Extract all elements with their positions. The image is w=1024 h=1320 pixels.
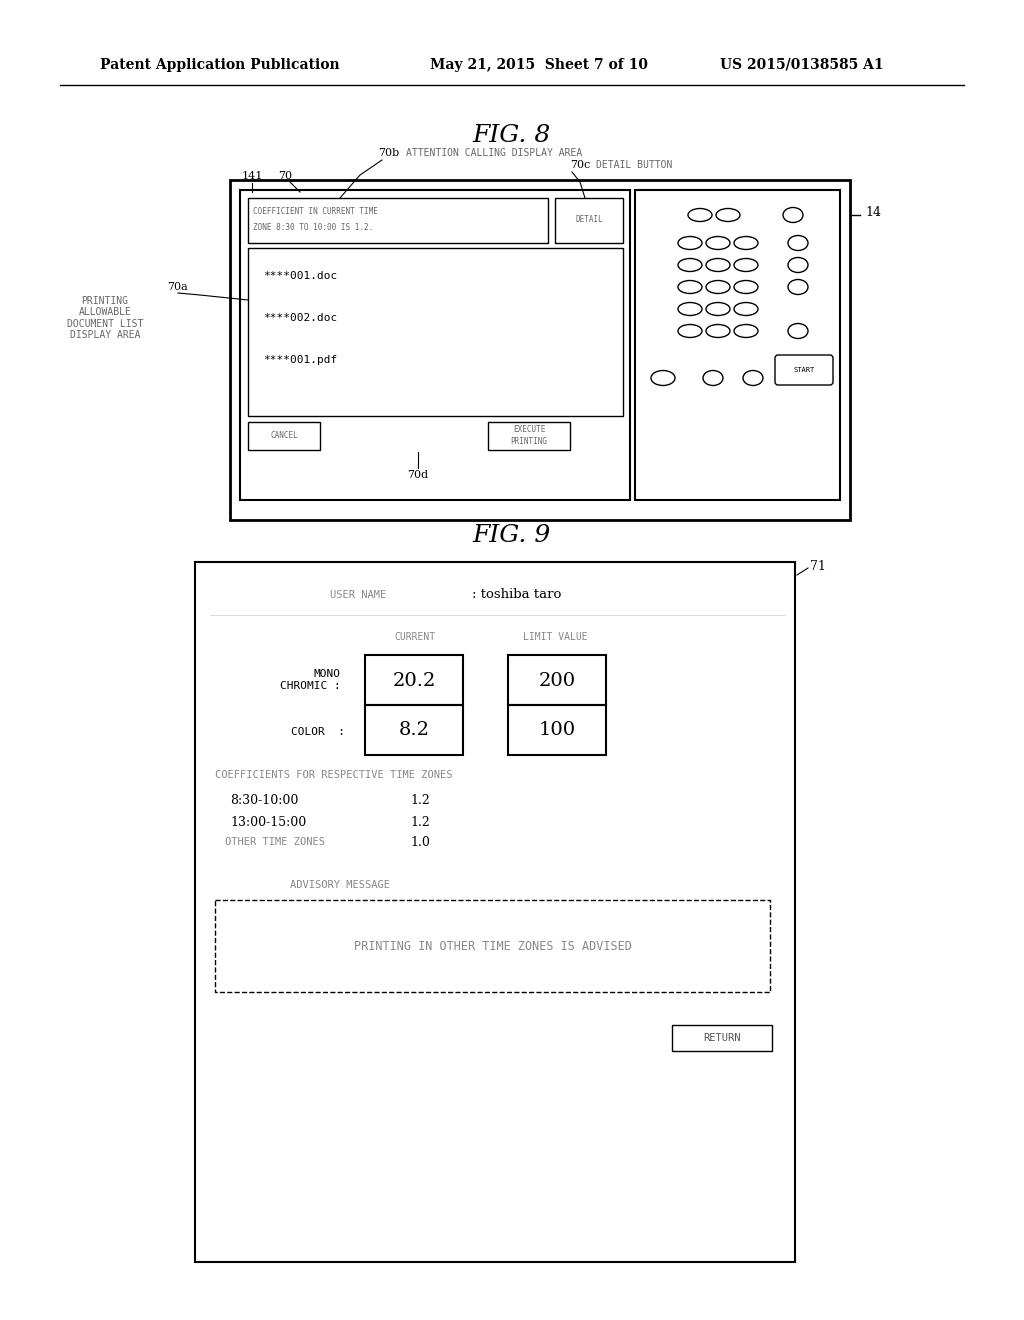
Text: 141: 141 xyxy=(242,172,263,181)
Text: PRINTING IN OTHER TIME ZONES IS ADVISED: PRINTING IN OTHER TIME ZONES IS ADVISED xyxy=(353,940,632,953)
Text: 70d: 70d xyxy=(408,470,429,480)
Text: ****002.doc: ****002.doc xyxy=(263,313,337,323)
Bar xyxy=(215,900,770,993)
Text: 70a: 70a xyxy=(168,282,188,292)
Bar xyxy=(508,655,606,705)
Bar xyxy=(365,655,463,705)
Text: ****001.doc: ****001.doc xyxy=(263,271,337,281)
Text: ZONE 8:30 TO 10:00 IS 1.2.: ZONE 8:30 TO 10:00 IS 1.2. xyxy=(253,223,374,232)
Text: FIG. 8: FIG. 8 xyxy=(473,124,551,147)
Text: USER NAME: USER NAME xyxy=(330,590,386,601)
Text: 70: 70 xyxy=(278,172,292,181)
Text: DETAIL BUTTON: DETAIL BUTTON xyxy=(596,160,673,170)
Bar xyxy=(240,190,630,500)
Text: PRINTING
ALLOWABLE
DOCUMENT LIST
DISPLAY AREA: PRINTING ALLOWABLE DOCUMENT LIST DISPLAY… xyxy=(67,296,143,341)
Bar xyxy=(195,562,795,1262)
Text: 1.2: 1.2 xyxy=(410,816,430,829)
Bar xyxy=(555,198,623,243)
Bar xyxy=(508,705,606,755)
Bar xyxy=(365,705,463,755)
Text: 70b: 70b xyxy=(378,148,399,158)
Text: RETURN: RETURN xyxy=(703,1034,740,1043)
Text: PRINTING: PRINTING xyxy=(511,437,548,446)
Text: OTHER TIME ZONES: OTHER TIME ZONES xyxy=(225,837,325,847)
Text: DETAIL: DETAIL xyxy=(575,215,603,224)
Text: 1.2: 1.2 xyxy=(410,793,430,807)
Text: START: START xyxy=(794,367,815,374)
Text: 8:30-10:00: 8:30-10:00 xyxy=(230,793,298,807)
Text: MONO
CHROMIC :: MONO CHROMIC : xyxy=(280,669,340,690)
Text: FIG. 9: FIG. 9 xyxy=(473,524,551,546)
Text: ****001.pdf: ****001.pdf xyxy=(263,355,337,366)
Text: May 21, 2015  Sheet 7 of 10: May 21, 2015 Sheet 7 of 10 xyxy=(430,58,648,73)
Bar xyxy=(230,180,850,520)
Text: Patent Application Publication: Patent Application Publication xyxy=(100,58,340,73)
Text: 8.2: 8.2 xyxy=(398,721,429,739)
Bar xyxy=(672,1026,772,1051)
Text: COEFFICIENT IN CURRENT TIME: COEFFICIENT IN CURRENT TIME xyxy=(253,206,378,215)
Bar xyxy=(248,198,548,243)
Bar xyxy=(488,422,570,450)
Text: 14: 14 xyxy=(865,206,881,219)
Text: CURRENT: CURRENT xyxy=(394,632,435,642)
Text: 200: 200 xyxy=(539,672,575,690)
Text: EXECUTE: EXECUTE xyxy=(513,425,545,434)
Text: 13:00-15:00: 13:00-15:00 xyxy=(230,816,306,829)
Text: ADVISORY MESSAGE: ADVISORY MESSAGE xyxy=(290,880,390,890)
Bar xyxy=(248,248,623,416)
Text: ATTENTION CALLING DISPLAY AREA: ATTENTION CALLING DISPLAY AREA xyxy=(406,148,583,158)
Text: 20.2: 20.2 xyxy=(392,672,435,690)
Text: 70c: 70c xyxy=(570,160,591,170)
Bar xyxy=(248,422,319,450)
Text: US 2015/0138585 A1: US 2015/0138585 A1 xyxy=(720,58,884,73)
Text: 71: 71 xyxy=(810,560,826,573)
Text: : toshiba taro: : toshiba taro xyxy=(472,589,561,602)
Text: COLOR  :: COLOR : xyxy=(291,727,345,737)
Text: 100: 100 xyxy=(539,721,575,739)
Text: 1.0: 1.0 xyxy=(410,836,430,849)
Text: COEFFICIENTS FOR RESPECTIVE TIME ZONES: COEFFICIENTS FOR RESPECTIVE TIME ZONES xyxy=(215,770,453,780)
Text: CANCEL: CANCEL xyxy=(270,432,298,441)
Bar xyxy=(635,190,840,500)
Text: LIMIT VALUE: LIMIT VALUE xyxy=(522,632,588,642)
